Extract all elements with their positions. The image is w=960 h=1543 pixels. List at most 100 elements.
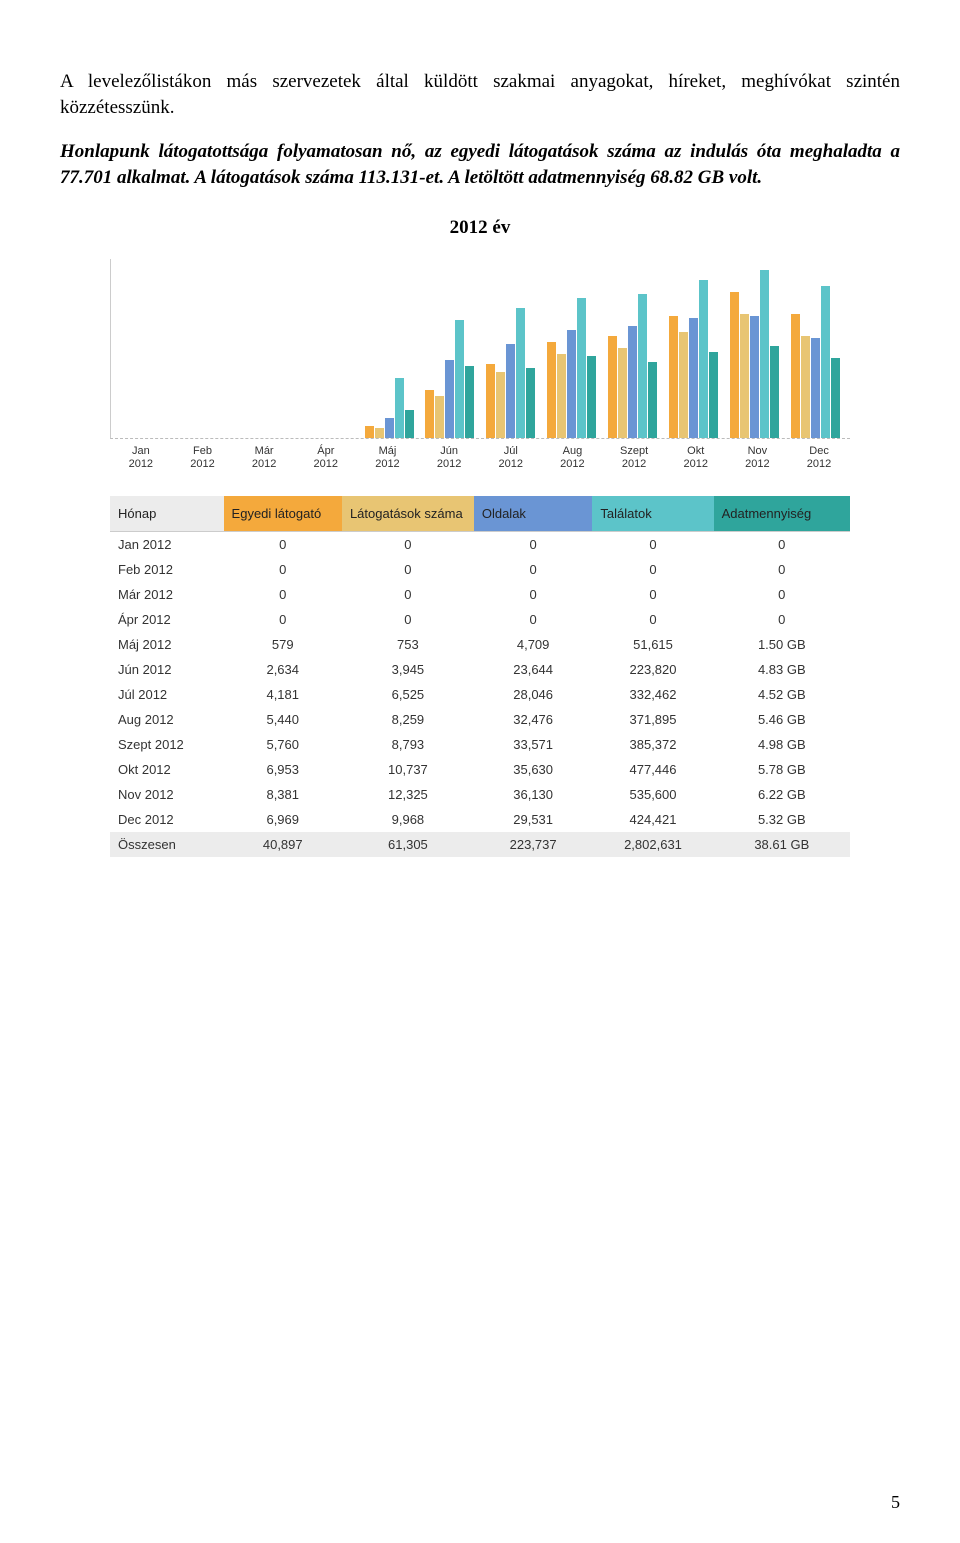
table-row: Feb 201200000 <box>110 557 850 582</box>
chart-bar <box>385 418 394 438</box>
table-cell: 4.83 GB <box>714 657 850 682</box>
chart-x-label: Dec2012 <box>793 445 845 473</box>
chart-bar <box>496 372 505 438</box>
chart-bar <box>365 426 374 438</box>
table-cell: 23,644 <box>474 657 593 682</box>
chart-bar <box>689 318 698 438</box>
table-cell: 51,615 <box>592 632 713 657</box>
table-cell: 0 <box>592 557 713 582</box>
page-number: 5 <box>891 1492 900 1513</box>
table-row: Dec 20126,9699,96829,531424,4215.32 GB <box>110 807 850 832</box>
table-cell: 35,630 <box>474 757 593 782</box>
table-cell: 1.50 GB <box>714 632 850 657</box>
table-cell: 5.32 GB <box>714 807 850 832</box>
table-cell: 753 <box>342 632 474 657</box>
chart-bar <box>567 330 576 438</box>
table-header-cell: Oldalak <box>474 496 593 532</box>
table-header-cell: Hónap <box>110 496 224 532</box>
table-cell: 3,945 <box>342 657 474 682</box>
chart-month-group <box>119 259 171 438</box>
table-header-row: HónapEgyedi látogatóLátogatások számaOld… <box>110 496 850 532</box>
chart-bar <box>506 344 515 438</box>
chart-x-label: Szept2012 <box>608 445 660 473</box>
table-cell: 5,760 <box>224 732 342 757</box>
chart-bar <box>465 366 474 438</box>
chart-bar <box>628 326 637 438</box>
chart-bar <box>811 338 820 438</box>
table-row: Okt 20126,95310,73735,630477,4465.78 GB <box>110 757 850 782</box>
chart-month-group <box>607 259 659 438</box>
chart-month-group <box>789 259 841 438</box>
table-cell: 0 <box>474 607 593 632</box>
table-cell: 10,737 <box>342 757 474 782</box>
chart-month-group <box>180 259 232 438</box>
table-body: Jan 201200000Feb 201200000Már 201200000Á… <box>110 532 850 858</box>
table-cell: 4.98 GB <box>714 732 850 757</box>
chart-bar <box>547 342 556 438</box>
chart-bar <box>770 346 779 438</box>
table-row: Nov 20128,38112,32536,130535,6006.22 GB <box>110 782 850 807</box>
table-header-cell: Egyedi látogató <box>224 496 342 532</box>
chart-bar <box>587 356 596 438</box>
table-cell: Aug 2012 <box>110 707 224 732</box>
chart-bar <box>679 332 688 438</box>
chart-x-label: Máj2012 <box>361 445 413 473</box>
table-cell: 223,737 <box>474 832 593 857</box>
chart-x-label: Jún2012 <box>423 445 475 473</box>
stats-table: HónapEgyedi látogatóLátogatások számaOld… <box>110 496 850 857</box>
table-cell: Nov 2012 <box>110 782 224 807</box>
chart-month-group <box>668 259 720 438</box>
table-cell: Feb 2012 <box>110 557 224 582</box>
table-row: Aug 20125,4408,25932,476371,8955.46 GB <box>110 707 850 732</box>
chart-bar <box>709 352 718 438</box>
table-cell: 6,953 <box>224 757 342 782</box>
table-cell: 2,802,631 <box>592 832 713 857</box>
table-cell: 424,421 <box>592 807 713 832</box>
table-header-cell: Adatmennyiség <box>714 496 850 532</box>
chart-bar <box>638 294 647 438</box>
table-cell: Szept 2012 <box>110 732 224 757</box>
chart-x-label: Júl2012 <box>485 445 537 473</box>
table-total-row: Összesen40,89761,305223,7372,802,63138.6… <box>110 832 850 857</box>
chart-x-label: Feb2012 <box>176 445 228 473</box>
chart-x-label: Jan2012 <box>115 445 167 473</box>
table-cell: 371,895 <box>592 707 713 732</box>
table-header-cell: Látogatások száma <box>342 496 474 532</box>
table-cell: 0 <box>224 532 342 558</box>
table-cell: Júl 2012 <box>110 682 224 707</box>
table-cell: 0 <box>342 557 474 582</box>
chart-bar <box>730 292 739 438</box>
table-cell: 12,325 <box>342 782 474 807</box>
chart-bar <box>375 428 384 438</box>
chart-x-label: Nov2012 <box>731 445 783 473</box>
chart-month-group <box>729 259 781 438</box>
table-cell: 6.22 GB <box>714 782 850 807</box>
chart-x-label: Okt2012 <box>670 445 722 473</box>
table-cell: 0 <box>592 607 713 632</box>
table-cell: 0 <box>224 582 342 607</box>
paragraph-1: A levelezőlistákon más szervezetek által… <box>60 69 900 120</box>
chart-bar <box>618 348 627 438</box>
chart-x-label: Már2012 <box>238 445 290 473</box>
table-cell: 0 <box>342 532 474 558</box>
table-cell: Már 2012 <box>110 582 224 607</box>
chart-bar <box>740 314 749 438</box>
table-row: Már 201200000 <box>110 582 850 607</box>
chart-bar <box>760 270 769 438</box>
table-cell: 0 <box>592 582 713 607</box>
chart-bar <box>557 354 566 438</box>
chart-bar <box>577 298 586 438</box>
table-header-cell: Találatok <box>592 496 713 532</box>
year-heading: 2012 év <box>60 217 900 239</box>
paragraph-2: Honlapunk látogatottsága folyamatosan nő… <box>60 139 900 190</box>
table-cell: 0 <box>474 582 593 607</box>
table-cell: Máj 2012 <box>110 632 224 657</box>
table-row: Máj 20125797534,70951,6151.50 GB <box>110 632 850 657</box>
chart-bar <box>455 320 464 438</box>
table-cell: 0 <box>714 607 850 632</box>
chart-bar <box>405 410 414 438</box>
chart-bar <box>699 280 708 438</box>
table-cell: 385,372 <box>592 732 713 757</box>
table-cell: 0 <box>474 532 593 558</box>
table-cell: 8,259 <box>342 707 474 732</box>
